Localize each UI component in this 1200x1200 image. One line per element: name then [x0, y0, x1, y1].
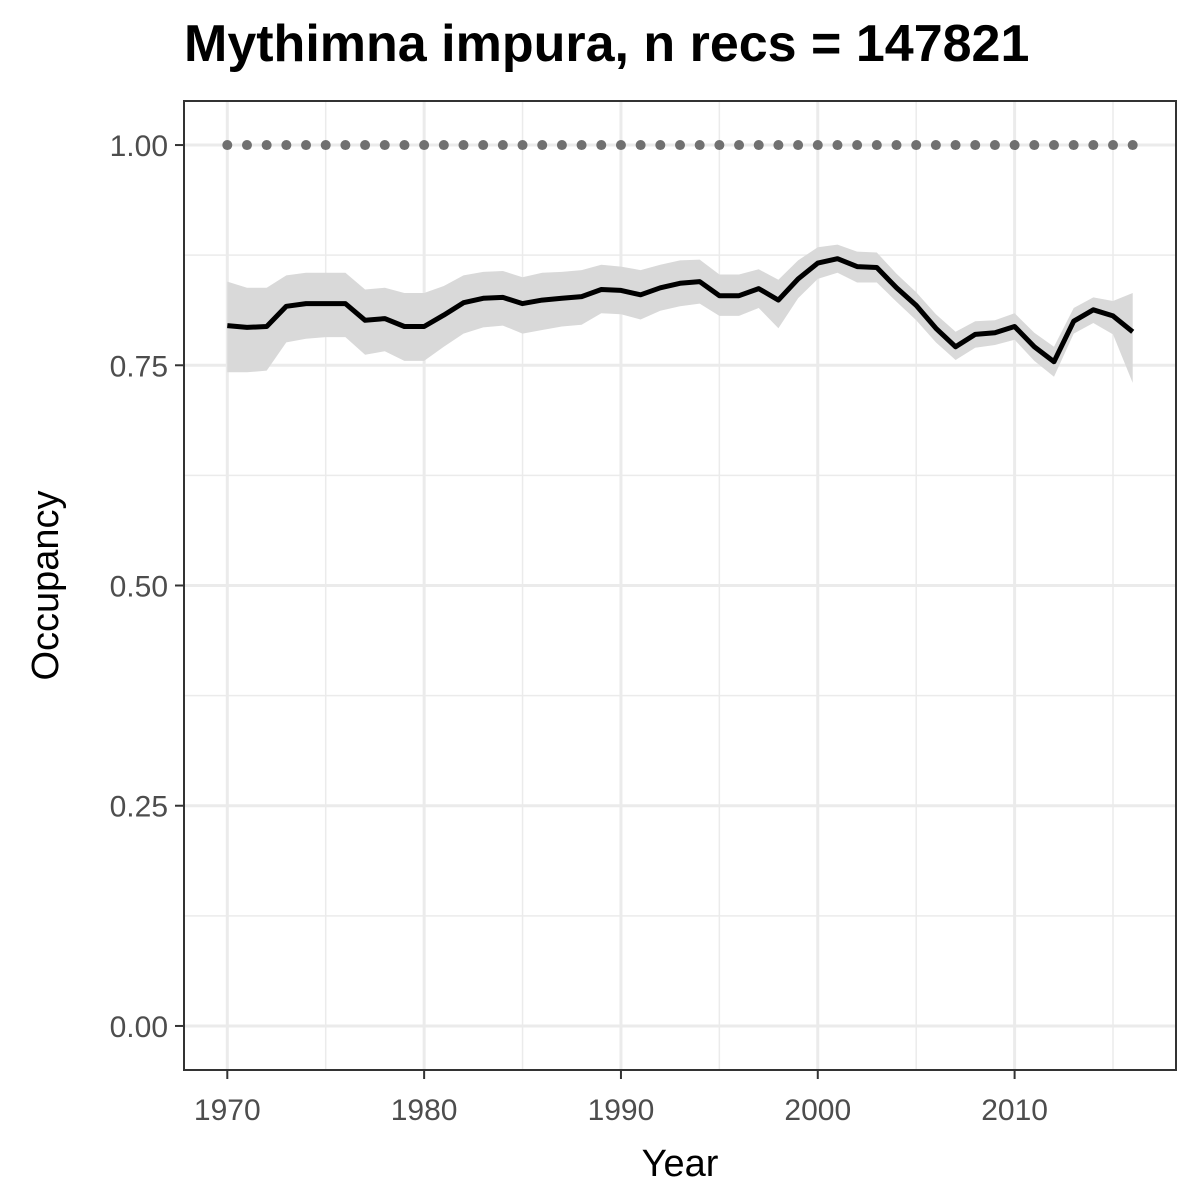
- reference-point: [793, 140, 804, 151]
- reference-point: [635, 140, 646, 151]
- reference-point: [596, 140, 607, 151]
- y-tick-label: 0.25: [110, 791, 168, 824]
- reference-point: [281, 140, 292, 151]
- reference-point: [911, 140, 922, 151]
- reference-point: [478, 140, 489, 151]
- reference-point: [320, 140, 331, 151]
- y-tick-label: 0.00: [110, 1011, 168, 1044]
- reference-point: [497, 140, 508, 151]
- reference-point: [714, 140, 725, 151]
- reference-point: [1029, 140, 1040, 151]
- reference-point: [438, 140, 449, 151]
- y-tick-label: 0.50: [110, 571, 168, 604]
- reference-point: [1088, 140, 1099, 151]
- reference-point: [458, 140, 469, 151]
- reference-dots-layer: [222, 140, 1138, 151]
- reference-point: [871, 140, 882, 151]
- x-tick-label: 2000: [784, 1094, 851, 1127]
- reference-point: [301, 140, 312, 151]
- axis-layer: 1970 1980 1990 2000 2010 0.00 0.25 0.50 0.75 1.00: [110, 130, 1048, 1127]
- reference-point: [537, 140, 548, 151]
- reference-point: [340, 140, 351, 151]
- y-tick-label: 1.00: [110, 130, 168, 163]
- reference-point: [399, 140, 410, 151]
- y-axis-title: Occupancy: [25, 490, 67, 680]
- reference-point: [615, 140, 626, 151]
- reference-point: [360, 140, 371, 151]
- reference-point: [1127, 140, 1138, 151]
- grid-layer: [184, 101, 1176, 1070]
- confidence-ribbon-layer: [227, 244, 1133, 383]
- x-tick-label: 1980: [391, 1094, 458, 1127]
- reference-point: [989, 140, 1000, 151]
- x-tick-label: 1970: [194, 1094, 261, 1127]
- reference-point: [655, 140, 666, 151]
- reference-point: [1068, 140, 1079, 151]
- x-axis-title: Year: [642, 1143, 719, 1185]
- reference-point: [970, 140, 981, 151]
- reference-point: [950, 140, 961, 151]
- reference-point: [241, 140, 252, 151]
- reference-point: [1048, 140, 1059, 151]
- reference-point: [694, 140, 705, 151]
- reference-point: [1009, 140, 1020, 151]
- x-tick-label: 2010: [981, 1094, 1048, 1127]
- y-tick-label: 0.75: [110, 350, 168, 383]
- chart-title: Mythimna impura, n recs = 147821: [184, 15, 1030, 73]
- reference-point: [832, 140, 843, 151]
- reference-point: [891, 140, 902, 151]
- reference-point: [1108, 140, 1119, 151]
- reference-point: [930, 140, 941, 151]
- reference-point: [675, 140, 685, 151]
- reference-point: [379, 140, 390, 151]
- occupancy-line: [227, 256, 1135, 365]
- reference-point: [734, 140, 745, 151]
- reference-point: [576, 140, 587, 151]
- reference-point: [261, 140, 272, 151]
- reference-point: [773, 140, 784, 151]
- confidence-ribbon: [227, 244, 1133, 383]
- reference-point: [812, 140, 823, 151]
- series-line-layer: [227, 256, 1135, 365]
- reference-point: [852, 140, 863, 151]
- reference-point: [222, 140, 233, 151]
- reference-point: [517, 140, 528, 151]
- reference-point: [556, 140, 567, 151]
- reference-point: [419, 140, 430, 151]
- reference-point: [753, 140, 764, 151]
- x-tick-label: 1990: [588, 1094, 655, 1127]
